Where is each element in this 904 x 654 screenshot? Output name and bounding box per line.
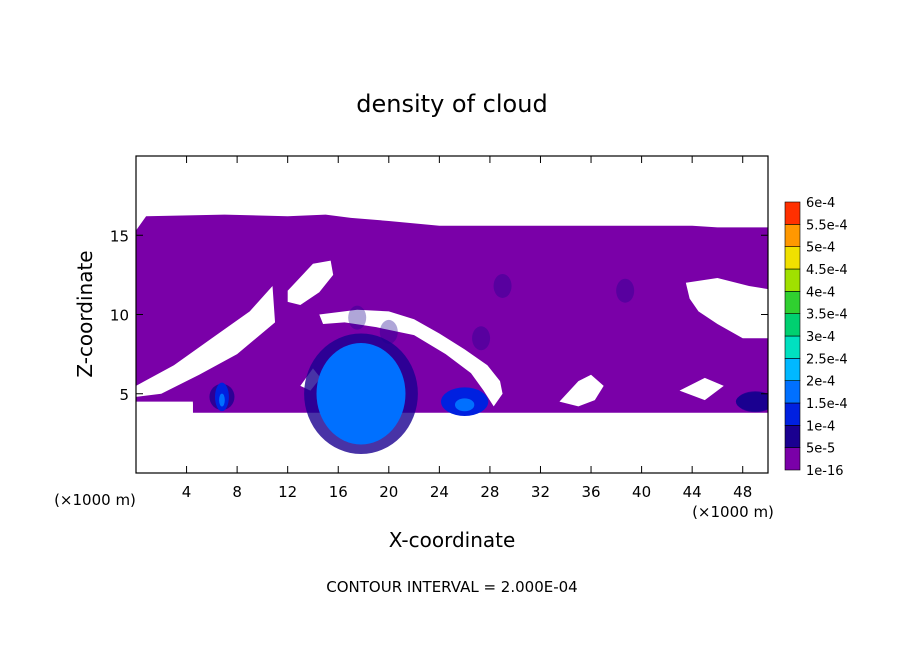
colorbar-swatch bbox=[784, 380, 801, 404]
y-axis: 5 10 15 bbox=[110, 227, 768, 404]
colorbar-swatch bbox=[784, 224, 801, 247]
x-tick-label: 28 bbox=[480, 483, 499, 501]
colorbar-label: 4.5e-4 bbox=[806, 263, 848, 278]
x-tick-label: 24 bbox=[430, 483, 449, 501]
clear-air-pocket bbox=[559, 374, 604, 407]
clear-air-pocket bbox=[136, 285, 276, 397]
colorbar-label: 2.5e-4 bbox=[806, 352, 848, 367]
colorbar-label: 2e-4 bbox=[806, 375, 835, 390]
density-patch bbox=[493, 273, 512, 298]
colorbar-label: 3e-4 bbox=[806, 330, 835, 345]
colorbar-label: 5e-4 bbox=[806, 241, 835, 256]
colorbar: 1e-16 5e-5 1e-4 1.5e-4 2e-4 2.5e-4 3e-4 3.5e-4 4… bbox=[784, 196, 848, 479]
x-tick-label: 40 bbox=[632, 483, 651, 501]
y-tick-label: 10 bbox=[110, 307, 129, 325]
colorbar-label: 6e-4 bbox=[806, 196, 835, 211]
x-tick-label: 20 bbox=[379, 483, 398, 501]
colorbar-label: 1e-16 bbox=[806, 464, 844, 479]
density-cores bbox=[209, 273, 768, 454]
colorbar-swatch bbox=[784, 335, 801, 359]
density-core-peak bbox=[342, 374, 380, 420]
x-axis-label: X-coordinate bbox=[389, 528, 516, 552]
x-tick-label: 4 bbox=[182, 483, 192, 501]
plot-field bbox=[136, 214, 768, 454]
x-unit-right: (×1000 m) bbox=[692, 503, 774, 521]
y-axis-label: Z-coordinate bbox=[73, 250, 97, 377]
cloud-field bbox=[136, 214, 768, 413]
density-core-peak bbox=[219, 393, 225, 407]
density-patch bbox=[616, 278, 635, 303]
x-tick-label: 36 bbox=[581, 483, 600, 501]
density-patch bbox=[379, 319, 398, 344]
colorbar-swatch bbox=[784, 447, 801, 471]
x-unit-left: (×1000 m) bbox=[54, 491, 136, 509]
colorbar-swatch bbox=[784, 425, 801, 448]
x-axis: 4 8 12 16 20 24 28 32 36 40 44 48 bbox=[182, 156, 752, 501]
colorbar-swatch bbox=[784, 268, 801, 292]
clear-air-pocket bbox=[679, 377, 724, 401]
density-patch bbox=[348, 305, 367, 330]
cloud-band bbox=[136, 214, 768, 413]
y-tick-label: 15 bbox=[110, 227, 129, 245]
colorbar-label: 4e-4 bbox=[806, 285, 835, 300]
colorbar-label: 1e-4 bbox=[806, 419, 835, 434]
x-tick-label: 16 bbox=[329, 483, 348, 501]
chart-title: density of cloud bbox=[356, 90, 547, 118]
y-tick-label: 5 bbox=[119, 386, 129, 404]
clear-air-pocket bbox=[136, 403, 193, 426]
colorbar-label: 5e-5 bbox=[806, 442, 835, 457]
colorbar-swatch bbox=[784, 291, 801, 314]
x-tick-label: 44 bbox=[683, 483, 702, 501]
x-tick-label: 8 bbox=[232, 483, 242, 501]
clear-air-pocket bbox=[287, 260, 334, 305]
colorbar-swatch bbox=[784, 201, 801, 225]
colorbar-swatch bbox=[784, 402, 801, 426]
x-tick-label: 48 bbox=[733, 483, 752, 501]
clear-air-regions bbox=[136, 260, 768, 426]
colorbar-label: 1.5e-4 bbox=[806, 397, 848, 412]
density-patch bbox=[472, 326, 491, 351]
colorbar-swatch bbox=[784, 313, 801, 337]
x-tick-label: 12 bbox=[278, 483, 297, 501]
x-tick-label: 32 bbox=[531, 483, 550, 501]
colorbar-swatch bbox=[784, 358, 801, 381]
colorbar-swatch bbox=[784, 246, 801, 270]
density-core-peak bbox=[454, 398, 475, 412]
clear-air-pocket bbox=[685, 278, 768, 339]
colorbar-label: 5.5e-4 bbox=[806, 218, 848, 233]
clear-air-pocket bbox=[319, 309, 503, 407]
density-core bbox=[735, 392, 768, 412]
contour-interval-note: CONTOUR INTERVAL = 2.000E-04 bbox=[326, 578, 577, 596]
colorbar-label: 3.5e-4 bbox=[806, 308, 848, 323]
